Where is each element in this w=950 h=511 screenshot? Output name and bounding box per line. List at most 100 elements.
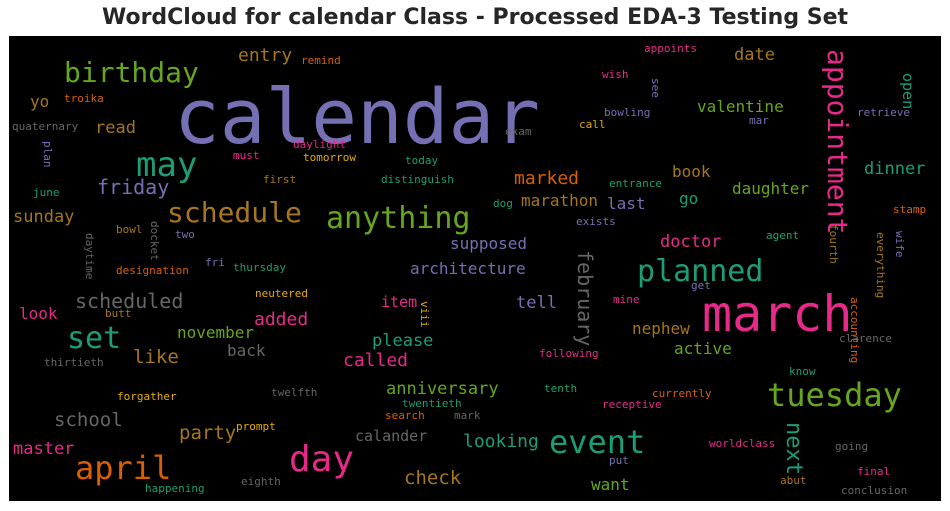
word-entrance: entrance (609, 177, 662, 190)
word-sunday: sunday (13, 207, 74, 227)
word-appoints: appoints (644, 42, 697, 55)
word-remind: remind (301, 54, 341, 67)
word-viii: viii (418, 301, 431, 328)
word-calander: calander (355, 427, 427, 445)
word-marked: marked (514, 168, 579, 189)
word-designation: designation (116, 264, 189, 277)
word-friday: friday (97, 175, 169, 199)
word-today: today (405, 154, 438, 167)
word-november: november (177, 323, 254, 342)
word-like: like (133, 346, 179, 368)
word-conclusion: conclusion (841, 484, 907, 497)
word-anniversary: anniversary (386, 379, 499, 399)
word-mark: mark (454, 409, 481, 422)
word-abut: abut (780, 474, 807, 487)
word-docket: docket (148, 221, 161, 261)
word-eighth: eighth (241, 475, 281, 488)
word-cloud-canvas: calendar march birthday may schedule anything… (12, 42, 926, 497)
word-accounting: accounting (848, 297, 861, 363)
word-following: following (539, 347, 599, 360)
word-date: date (734, 45, 775, 65)
word-know: know (789, 365, 816, 378)
word-appointment: appointment (821, 49, 854, 234)
word-see: see (649, 78, 662, 98)
word-tuesday: tuesday (767, 376, 902, 414)
word-search: search (385, 409, 425, 422)
word-schedule: schedule (167, 196, 302, 229)
word-item: item (381, 293, 417, 311)
word-called: called (343, 350, 408, 371)
word-doctor: doctor (660, 232, 721, 252)
chart-title: WordCloud for calendar Class - Processed… (101, 5, 849, 30)
word-daughter: daughter (732, 179, 809, 198)
word-exam: exam (505, 125, 532, 138)
word-wife: wife (893, 231, 906, 258)
word-twelfth: twelfth (271, 386, 317, 399)
word-back: back (227, 341, 266, 360)
word-birthday: birthday (64, 56, 199, 89)
word-troika: troika (64, 92, 104, 105)
word-worldclass: worldclass (709, 437, 775, 450)
word-happening: happening (145, 482, 205, 495)
word-architecture: architecture (410, 259, 526, 278)
word-supposed: supposed (450, 234, 527, 253)
word-bowl: bowl (116, 223, 143, 236)
word-event: event (549, 423, 645, 461)
word-planned: planned (637, 254, 763, 289)
word-prompt: prompt (236, 420, 276, 433)
word-neutered: neutered (255, 287, 308, 300)
word-thirtieth: thirtieth (44, 356, 104, 369)
word-final: final (857, 465, 890, 478)
word-next: next (781, 422, 806, 475)
word-school: school (54, 409, 123, 431)
word-daytime: daytime (83, 233, 96, 279)
word-june: june (33, 186, 60, 199)
word-go: go (679, 189, 698, 208)
word-put: put (609, 454, 629, 467)
word-exists: exists (576, 215, 616, 228)
word-stamp: stamp (893, 203, 926, 216)
word-agent: agent (766, 229, 799, 242)
word-distinguish: distinguish (381, 173, 454, 186)
word-forgather: forgather (117, 390, 177, 403)
word-currently: currently (652, 387, 712, 400)
word-anything: anything (326, 201, 471, 236)
word-tell: tell (516, 293, 557, 313)
word-nephew: nephew (632, 319, 690, 338)
word-receptive: receptive (602, 398, 662, 411)
word-april: april (75, 449, 171, 487)
word-open: open (899, 73, 917, 109)
word-quaternary: quaternary (12, 120, 79, 133)
word-plan: plan (41, 141, 54, 168)
word-everything: everything (874, 232, 887, 298)
word-check: check (404, 467, 462, 489)
word-get: get (691, 279, 711, 292)
word-entry: entry (238, 45, 292, 66)
word-party: party (179, 422, 236, 444)
word-going: going (835, 440, 868, 453)
word-retrieve: retrieve (857, 106, 910, 119)
word-set: set (67, 321, 121, 356)
word-twentieth: twentieth (402, 397, 462, 410)
word-fri: fri (205, 256, 225, 269)
word-valentine: valentine (697, 97, 784, 116)
word-may: may (136, 145, 197, 185)
word-march: march (702, 285, 853, 343)
word-day: day (289, 439, 354, 480)
word-master: master (13, 439, 74, 459)
word-calendar: calendar (174, 72, 540, 161)
word-call: call (579, 118, 606, 131)
word-please: please (372, 331, 433, 351)
word-daylight: daylight (293, 138, 346, 151)
word-dog: dog (493, 197, 513, 210)
word-two: two (175, 228, 195, 241)
word-first: first (263, 173, 296, 186)
word-mar: mar (749, 114, 769, 127)
word-looking: looking (463, 431, 539, 452)
word-wish: wish (602, 68, 629, 81)
word-dinner: dinner (864, 159, 925, 179)
word-must: must (233, 149, 260, 162)
word-active: active (674, 339, 732, 358)
word-cloud: calendar march birthday may schedule anything… (9, 36, 941, 501)
word-scheduled: scheduled (75, 289, 183, 313)
